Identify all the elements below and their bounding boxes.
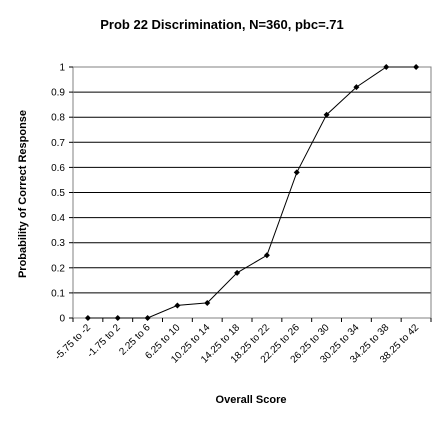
x-axis-ticks: -5.75 to -2-1.75 to 22.25 to 66.25 to 10… [53, 318, 432, 366]
y-tick-label: 0.1 [51, 288, 65, 299]
data-point [84, 315, 91, 321]
x-tick-label: -1.75 to 2 [85, 322, 123, 360]
data-point [353, 84, 360, 91]
data-point [204, 299, 211, 306]
x-tick-label: -5.75 to -2 [53, 322, 93, 362]
y-tick-label: 0.4 [51, 213, 65, 224]
data-point [234, 269, 241, 276]
y-tick-label: 0.6 [51, 163, 65, 174]
y-tick-label: 0.7 [51, 138, 65, 149]
data-point [144, 315, 151, 321]
data-point [383, 64, 390, 70]
series-markers [84, 64, 420, 321]
y-axis-ticks: 0 0.1 0.2 0.3 0.4 0.5 0.6 0.7 0.8 0.9 1 [51, 63, 73, 325]
y-tick-label: 0.2 [51, 263, 65, 274]
gridlines [73, 66, 431, 319]
y-axis-title: Probability of Correct Response [17, 110, 29, 278]
data-point [413, 64, 420, 70]
chart-title: Prob 22 Discrimination, N=360, pbc=.71 [100, 17, 343, 32]
y-tick-label: 0.5 [51, 188, 65, 199]
data-point [323, 111, 330, 118]
y-tick-label: 0 [59, 314, 65, 325]
data-point [293, 169, 300, 176]
y-tick-label: 0.3 [51, 238, 65, 249]
y-tick-label: 0.9 [51, 88, 65, 99]
data-point [174, 302, 181, 309]
x-axis-title: Overall Score [216, 394, 287, 406]
series-line [87, 66, 417, 319]
data-point [263, 252, 270, 259]
data-point [114, 315, 121, 321]
y-tick-label: 0.8 [51, 113, 65, 124]
y-tick-label: 1 [59, 63, 65, 74]
